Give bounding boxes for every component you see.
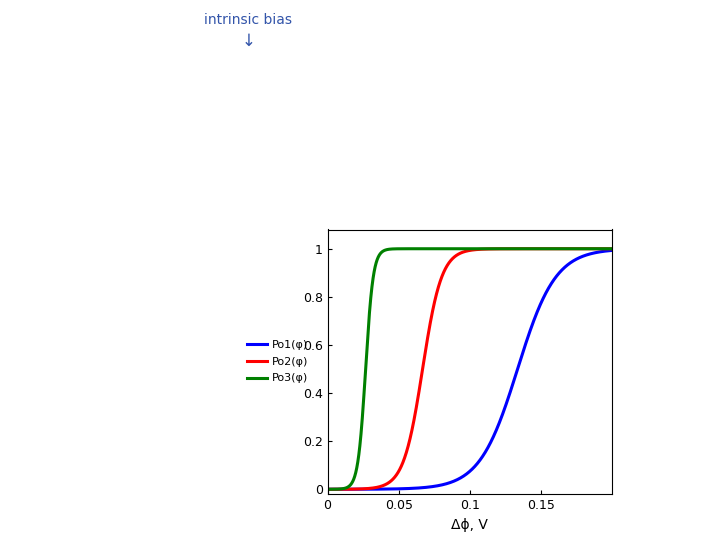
X-axis label: Δϕ, V: Δϕ, V [451,517,488,531]
Text: intrinsic bias: intrinsic bias [204,14,292,28]
Legend: Po1(φ), Po2(φ), Po3(φ): Po1(φ), Po2(φ), Po3(φ) [247,340,308,383]
Text: ↓: ↓ [241,32,256,50]
